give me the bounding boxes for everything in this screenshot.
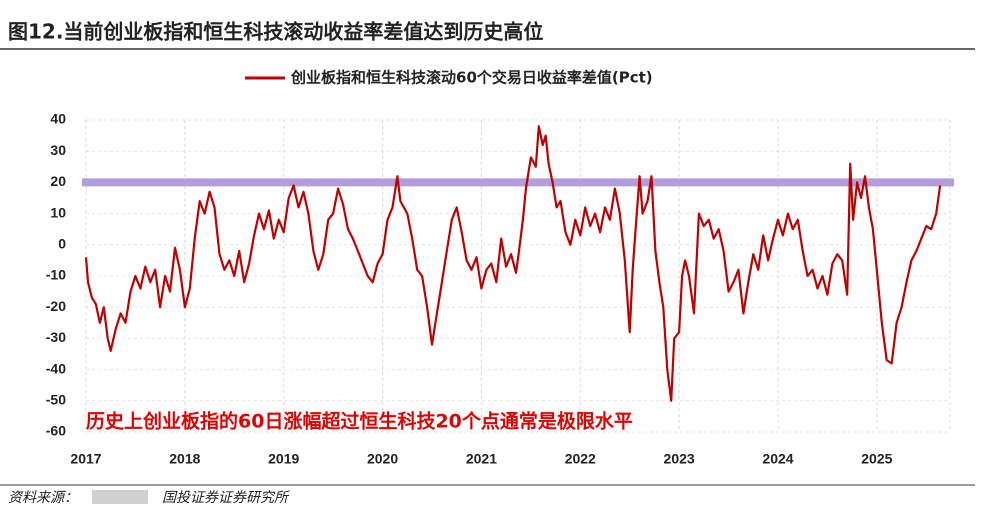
y-tick-label: 0 bbox=[58, 236, 66, 252]
chart-title: 图12.当前创业板指和恒生科技滚动收益率差值达到历史高位 bbox=[8, 20, 543, 44]
x-tick-label: 2025 bbox=[861, 451, 892, 467]
x-tick-label: 2020 bbox=[367, 451, 398, 467]
x-tick-label: 2018 bbox=[169, 451, 200, 467]
y-tick-label: -40 bbox=[46, 360, 66, 376]
source-org: 国投证券证券研究所 bbox=[162, 490, 290, 506]
y-tick-label: 40 bbox=[50, 111, 66, 127]
y-tick-label: -30 bbox=[46, 329, 66, 345]
y-tick-label: 30 bbox=[50, 142, 66, 158]
y-tick-label: -60 bbox=[46, 423, 66, 439]
y-tick-label: 10 bbox=[50, 204, 66, 220]
source-label: 资料来源： bbox=[8, 490, 78, 506]
x-tick-label: 2023 bbox=[664, 451, 695, 467]
blurred-logo bbox=[92, 490, 148, 504]
x-tick-label: 2021 bbox=[466, 451, 497, 467]
x-tick-label: 2017 bbox=[70, 451, 101, 467]
annotation: 历史上创业板指的60日涨幅超过恒生科技20个点通常是极限水平 bbox=[86, 410, 633, 433]
data-line bbox=[84, 125, 942, 402]
y-tick-label: -50 bbox=[46, 392, 66, 408]
y-tick-label: -20 bbox=[46, 298, 66, 314]
x-tick-label: 2022 bbox=[565, 451, 596, 467]
x-tick-label: 2024 bbox=[762, 451, 793, 467]
legend-label: 创业板指和恒生科技滚动60个交易日收益率差值(Pct) bbox=[290, 69, 653, 87]
x-tick-label: 2019 bbox=[268, 451, 299, 467]
y-tick-label: -10 bbox=[46, 267, 66, 283]
y-tick-label: 20 bbox=[50, 173, 66, 189]
